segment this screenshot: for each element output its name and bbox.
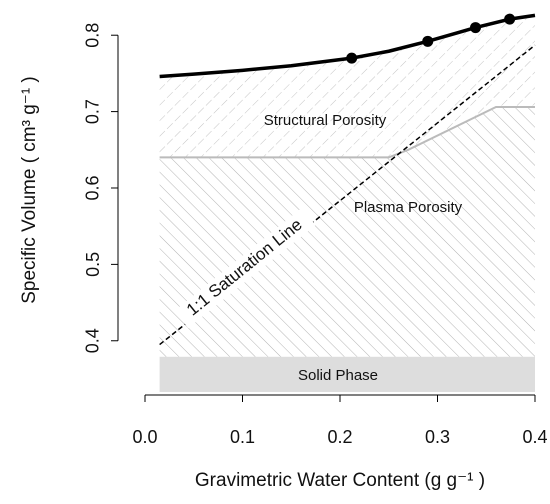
x-tick-label: 0.2 <box>327 427 352 447</box>
x-tick-label: 0.1 <box>230 427 255 447</box>
y-axis-label: Specific Volume ( cm³ g⁻¹ ) <box>19 76 40 304</box>
x-tick-label: 0.3 <box>425 427 450 447</box>
y-tick-label: 0.4 <box>83 328 103 353</box>
data-point <box>346 52 358 64</box>
x-tick-label: 0.0 <box>132 427 157 447</box>
region-label: Structural Porosity <box>264 112 387 129</box>
data-point <box>470 22 482 34</box>
y-tick-label: 0.6 <box>83 175 103 200</box>
label-bg <box>174 207 316 329</box>
region-label: Plasma Porosity <box>354 199 463 216</box>
data-point <box>422 35 434 47</box>
y-tick-label: 0.8 <box>83 23 103 48</box>
y-tick-label: 0.5 <box>83 252 103 277</box>
x-axis-label: Gravimetric Water Content (g g⁻¹ ) <box>195 470 485 491</box>
solid-phase-label: Solid Phase <box>298 367 378 384</box>
x-tick-label: 0.4 <box>522 427 547 447</box>
structural-porosity-area <box>159 15 535 158</box>
solid-phase <box>159 356 535 392</box>
volume-curve <box>159 13 536 79</box>
data-point <box>504 13 516 25</box>
boundary-line <box>159 106 535 159</box>
plasma-porosity-area <box>159 107 535 357</box>
y-tick-label: 0.7 <box>83 99 103 124</box>
